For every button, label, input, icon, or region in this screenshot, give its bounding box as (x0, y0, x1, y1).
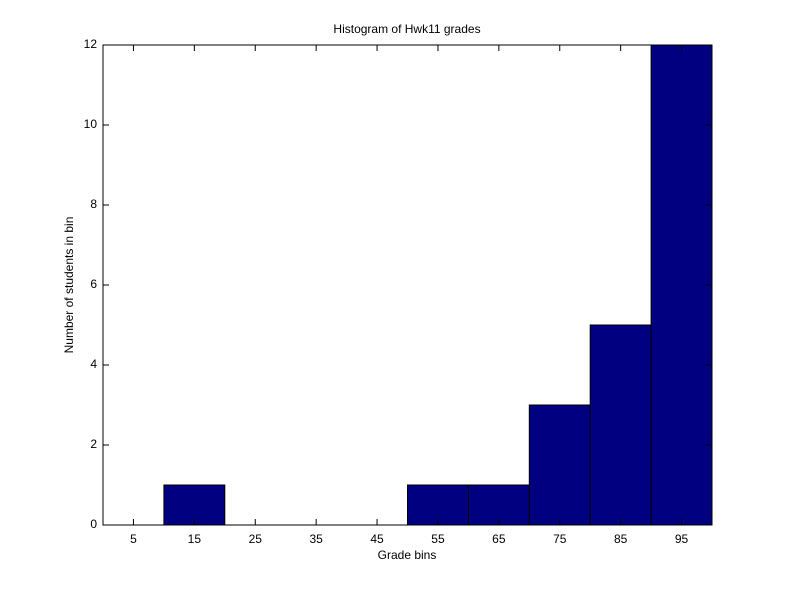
y-tick-label: 12 (84, 37, 98, 51)
x-tick-label: 65 (492, 532, 506, 546)
x-tick-label: 25 (249, 532, 263, 546)
x-tick-label: 35 (309, 532, 323, 546)
y-tick-label: 10 (84, 117, 98, 131)
y-tick-label: 2 (90, 437, 97, 451)
bar (467, 484, 530, 526)
chart-title: Histogram of Hwk11 grades (333, 22, 480, 36)
x-tick-label: 5 (130, 532, 137, 546)
x-tick-label: 85 (614, 532, 628, 546)
x-tick-label: 55 (431, 532, 445, 546)
bar (528, 404, 591, 526)
x-tick-label: 45 (370, 532, 384, 546)
x-tick-label: 75 (553, 532, 567, 546)
y-tick-label: 4 (90, 357, 97, 371)
y-tick-label: 8 (90, 197, 97, 211)
y-tick-label: 0 (90, 517, 97, 531)
y-tick-label: 6 (90, 277, 97, 291)
bar (589, 324, 652, 526)
bar (163, 484, 226, 526)
bar (407, 484, 469, 526)
y-axis-label: Number of students in bin (62, 217, 76, 354)
x-tick-label: 15 (188, 532, 202, 546)
x-tick-label: 95 (675, 532, 689, 546)
bar (650, 44, 713, 526)
x-axis-label: Grade bins (378, 548, 437, 562)
